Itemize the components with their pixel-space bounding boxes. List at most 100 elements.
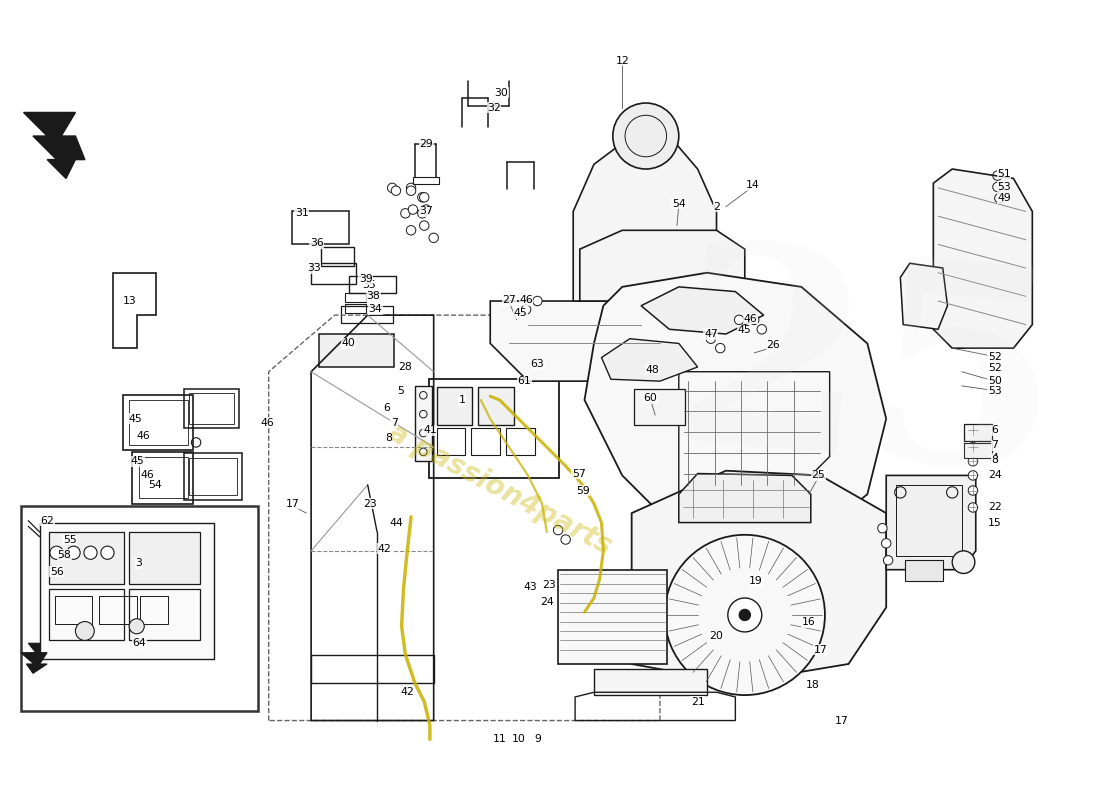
Bar xyxy=(437,428,465,454)
Text: 7: 7 xyxy=(991,440,998,450)
Text: 45: 45 xyxy=(738,326,751,335)
Bar xyxy=(964,423,992,441)
Bar xyxy=(634,389,685,425)
Bar xyxy=(472,428,499,454)
Circle shape xyxy=(953,551,975,574)
Circle shape xyxy=(968,442,978,452)
Text: 48: 48 xyxy=(646,365,659,375)
Text: 47: 47 xyxy=(704,329,717,339)
Text: 23: 23 xyxy=(542,580,556,590)
Circle shape xyxy=(613,103,679,169)
Text: 6: 6 xyxy=(383,402,390,413)
Bar xyxy=(594,669,707,695)
Text: 8: 8 xyxy=(991,455,998,466)
Bar xyxy=(964,443,992,458)
Circle shape xyxy=(101,546,114,559)
Polygon shape xyxy=(641,287,763,334)
Text: 25: 25 xyxy=(663,230,1071,532)
Text: 1: 1 xyxy=(459,395,465,405)
Circle shape xyxy=(553,526,563,535)
Text: 27: 27 xyxy=(503,295,516,305)
Bar xyxy=(184,453,242,500)
Text: 22: 22 xyxy=(988,502,1001,513)
Circle shape xyxy=(419,193,429,202)
Text: 55: 55 xyxy=(63,534,77,545)
Text: 31: 31 xyxy=(295,208,309,218)
Text: 11: 11 xyxy=(493,734,506,744)
Bar xyxy=(50,532,124,584)
Text: 17: 17 xyxy=(835,715,849,726)
Circle shape xyxy=(716,343,725,353)
Circle shape xyxy=(664,535,825,695)
Bar xyxy=(558,570,667,664)
Polygon shape xyxy=(491,301,679,381)
Bar xyxy=(311,263,356,284)
Circle shape xyxy=(968,486,978,495)
Text: 38: 38 xyxy=(366,291,381,302)
Text: 59: 59 xyxy=(575,486,590,495)
Circle shape xyxy=(421,205,431,214)
Bar xyxy=(345,293,366,302)
Circle shape xyxy=(706,334,716,343)
Circle shape xyxy=(968,470,978,480)
Text: 25: 25 xyxy=(812,470,825,481)
Polygon shape xyxy=(602,338,697,381)
Text: 19: 19 xyxy=(749,576,763,586)
Text: 29: 29 xyxy=(419,138,433,149)
Text: 23: 23 xyxy=(363,498,376,509)
Circle shape xyxy=(406,186,416,195)
Circle shape xyxy=(84,546,97,559)
Text: 49: 49 xyxy=(998,194,1011,203)
Bar xyxy=(895,485,961,555)
Circle shape xyxy=(392,186,400,195)
Text: 36: 36 xyxy=(310,238,323,249)
Text: 13: 13 xyxy=(123,296,138,306)
Bar xyxy=(129,589,200,641)
Text: 45: 45 xyxy=(128,414,142,424)
Text: 53: 53 xyxy=(988,386,1001,395)
Circle shape xyxy=(532,296,542,306)
Bar xyxy=(50,589,124,641)
Text: 54: 54 xyxy=(672,199,685,209)
Text: 58: 58 xyxy=(57,550,72,560)
Bar xyxy=(189,458,236,495)
Circle shape xyxy=(883,555,893,565)
Text: 37: 37 xyxy=(419,206,433,217)
Text: 20: 20 xyxy=(710,630,724,641)
Polygon shape xyxy=(679,474,811,522)
Bar xyxy=(349,275,396,293)
Text: 18: 18 xyxy=(806,680,820,690)
Polygon shape xyxy=(21,643,47,674)
Text: 41: 41 xyxy=(424,425,437,435)
Text: 51: 51 xyxy=(998,169,1011,178)
Bar xyxy=(345,304,366,314)
Text: 28: 28 xyxy=(398,362,412,372)
Bar xyxy=(129,532,200,584)
Text: 63: 63 xyxy=(530,359,544,369)
Text: 5: 5 xyxy=(397,386,404,395)
Text: 56: 56 xyxy=(50,566,64,577)
Circle shape xyxy=(76,622,95,641)
Bar xyxy=(341,306,393,322)
Polygon shape xyxy=(631,470,887,683)
Text: 42: 42 xyxy=(400,687,415,698)
Text: 46: 46 xyxy=(140,470,154,481)
Text: 3: 3 xyxy=(135,558,142,568)
Circle shape xyxy=(521,305,531,314)
Text: 26: 26 xyxy=(767,340,780,350)
Text: 9: 9 xyxy=(534,734,541,744)
Text: 14: 14 xyxy=(746,180,759,190)
Text: 6: 6 xyxy=(991,425,998,435)
Text: 15: 15 xyxy=(988,518,1001,527)
Text: 24: 24 xyxy=(540,597,553,606)
Bar xyxy=(99,596,136,624)
Text: 42: 42 xyxy=(377,544,392,554)
Circle shape xyxy=(50,546,63,559)
Text: 30: 30 xyxy=(495,88,508,98)
Circle shape xyxy=(881,538,891,548)
Polygon shape xyxy=(933,169,1032,348)
Circle shape xyxy=(728,598,762,632)
Circle shape xyxy=(561,535,571,544)
Polygon shape xyxy=(573,136,716,301)
Text: 46: 46 xyxy=(136,431,151,441)
